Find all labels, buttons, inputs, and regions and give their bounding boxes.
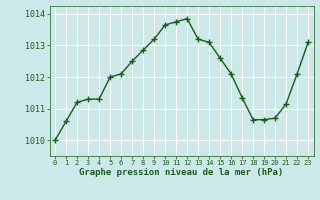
X-axis label: Graphe pression niveau de la mer (hPa): Graphe pression niveau de la mer (hPa) — [79, 168, 284, 177]
